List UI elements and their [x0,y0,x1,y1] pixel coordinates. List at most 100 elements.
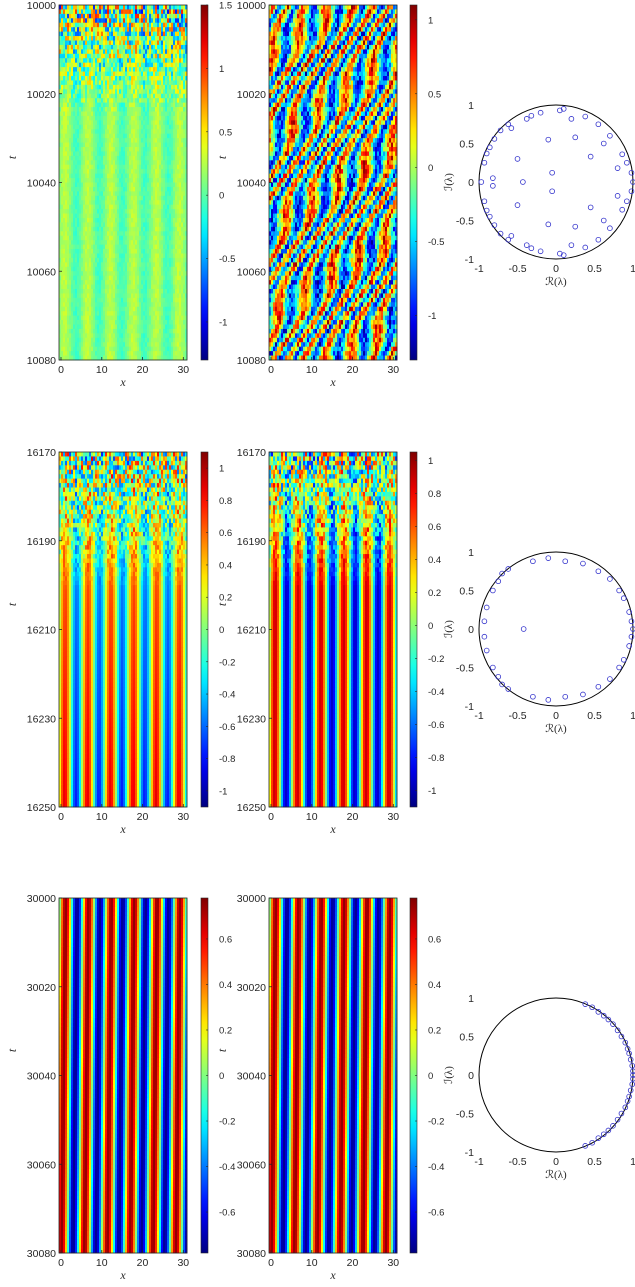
x-tick-label: 30 [387,364,399,376]
eig-y-tick-label: -0.5 [456,663,474,675]
colorbar-tick-label: 1 [219,464,224,475]
colorbar-right [410,452,417,807]
eigenvalue-point [484,208,489,213]
eigenvalue-point [596,122,601,127]
colorbar-tick-label: 0.2 [219,1025,232,1036]
eigenvalue-point [524,116,529,121]
eigenvalue-point [490,665,495,670]
colorbar-tick-label: 0.8 [428,489,441,500]
eig-x-tick-label: -0.5 [508,710,526,722]
eigenvalue-plot-3: -1 -0.5 0 0.5 110.50-0.5-1ℛ(λ)ℐ(λ) [443,993,635,1181]
x-tick-label: 20 [347,1257,359,1269]
colorbar-tick-label: 1.5 [219,1,232,12]
eigenvalue-point [546,137,551,142]
eig-y-tick-label: -0.5 [456,216,474,228]
t-tick-label: 10020 [237,89,266,101]
t-tick-label: 30000 [237,893,266,905]
eigenvalue-point [601,218,606,223]
t-tick-label: 30000 [27,893,56,905]
x-tick-label: 30 [387,811,399,823]
colorbar-tick-label: 0.2 [428,1025,441,1036]
colorbar-tick-label: 0.2 [219,593,232,604]
colorbar-tick-label: -0.2 [428,654,444,665]
x-tick-label: 30 [177,811,189,823]
eig-x-axis-label: ℛ(λ) [545,276,567,288]
x-axis-label: x [119,1268,126,1282]
eig-y-tick-label: 0 [468,1070,474,1082]
x-tick-label: 10 [306,811,318,823]
spacetime-heatmap-r3-c2 [269,898,397,1253]
eig-y-tick-label: 0 [468,624,474,636]
colorbar-tick-label: -0.4 [428,687,444,698]
x-tick-label: 30 [177,364,189,376]
eigenvalue-point [538,110,543,115]
eigenvalue-point [596,684,601,689]
eigenvalue-point [520,180,525,185]
colorbar-tick-label: 1 [219,64,224,75]
colorbar-tick-label: 0.6 [428,522,441,533]
eigenvalue-point [581,561,586,566]
x-tick-label: 0 [268,1257,274,1269]
x-tick-label: 0 [58,1257,64,1269]
t-tick-label: 16230 [27,713,56,725]
eigenvalue-point [596,569,601,574]
t-axis-label: t [5,602,19,606]
x-tick-label: 20 [137,364,149,376]
eigenvalue-point [496,674,501,679]
eigenvalue-point [617,665,622,670]
spacetime-heatmap-r2-c2 [269,452,397,807]
eigenvalue-point [509,234,514,239]
t-tick-label: 10060 [237,266,266,278]
spacetime-heatmap-r1-c1 [59,5,187,360]
x-tick-label: 20 [347,811,359,823]
eigenvalue-point [531,694,536,699]
eig-x-tick-label: -1 [474,710,483,722]
colorbar-tick-label: -0.8 [428,753,444,764]
colorbar-tick-label: 0 [219,191,224,202]
unit-circle [479,552,633,706]
colorbar-tick-label: -0.2 [219,1117,235,1128]
eig-y-tick-label: 0.5 [459,586,474,598]
t-tick-label: 30020 [237,982,266,994]
colorbar-tick-label: 0.8 [219,496,232,507]
x-tick-label: 30 [387,1257,399,1269]
x-tick-label: 10 [306,364,318,376]
eigenvalue-point [624,160,629,165]
t-tick-label: 16250 [237,802,266,814]
colorbar-tick-label: 0.4 [428,555,441,566]
x-axis-label: x [329,1268,336,1282]
t-tick-label: 30040 [27,1071,56,1083]
eigenvalue-point [601,141,606,146]
x-axis-label: x [329,822,336,836]
eigenvalue-point [546,222,551,227]
eig-y-tick-label: 0 [468,177,474,189]
eig-x-tick-label: -0.5 [508,1156,526,1168]
x-axis-label: x [119,822,126,836]
colorbar-tick-label: 0 [219,625,224,636]
colorbar-tick-label: 1 [428,15,433,26]
t-tick-label: 16190 [27,536,56,548]
colorbar-tick-label: 0.6 [428,934,441,945]
eig-y-tick-label: 0.5 [459,139,474,151]
eigenvalue-point [608,677,613,682]
eigenvalue-point [583,114,588,119]
eigenvalue-point [617,588,622,593]
eigenvalue-point [629,170,634,175]
eigenvalue-point [531,559,536,564]
colorbar-tick-label: 0 [428,163,433,174]
eigenvalue-point [569,243,574,248]
colorbar-left [201,5,208,360]
t-tick-label: 16210 [237,625,266,637]
eig-y-axis-label: ℐ(λ) [443,173,455,191]
eig-x-axis-label: ℛ(λ) [545,1169,567,1181]
eigenvalue-point [479,180,484,185]
eigenvalue-point [596,237,601,242]
eigenvalue-point [569,116,574,121]
colorbar-tick-label: 0.4 [219,560,232,571]
colorbar-tick-label: -0.5 [219,254,235,265]
x-tick-label: 10 [306,1257,318,1269]
colorbar-tick-label: -0.8 [219,754,235,765]
colorbar-tick-label: 0.2 [428,588,441,599]
spacetime-heatmap-r2-c1 [59,452,187,807]
eig-x-tick-label: 0 [553,1156,559,1168]
